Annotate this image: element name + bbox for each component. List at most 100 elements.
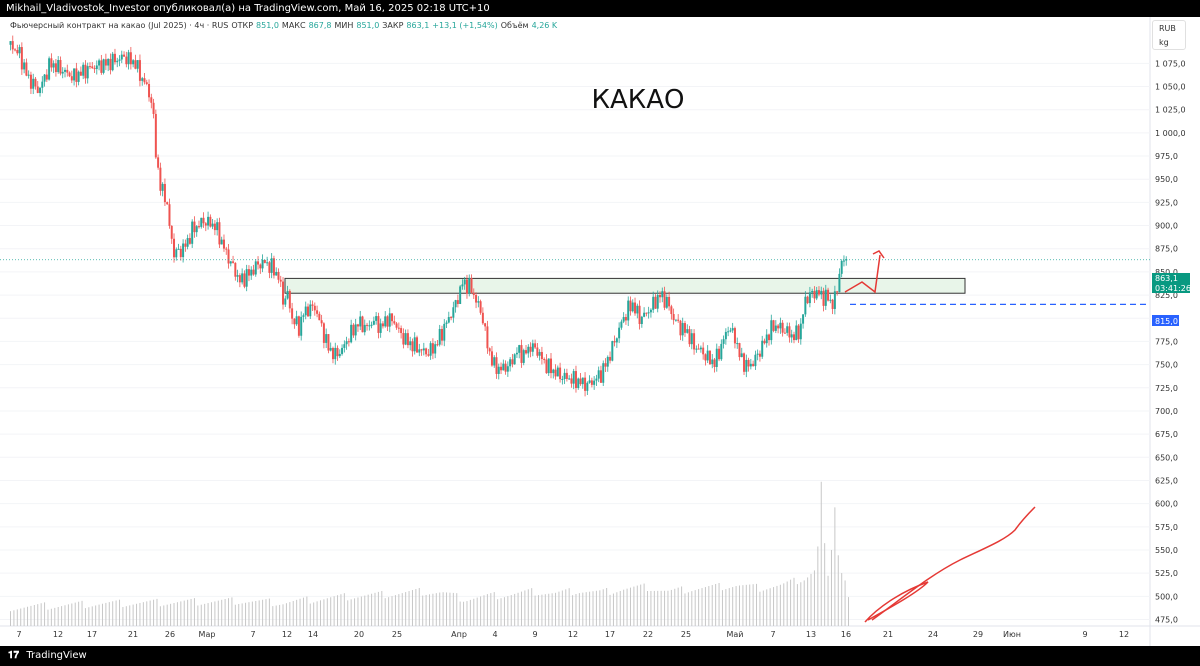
candle-body	[815, 290, 818, 299]
price-axis[interactable]: 1 075,0 1 050,0 1 025,0 1 000,0 975,0 950,0 92…	[1155, 59, 1186, 624]
time-axis[interactable]: 7 12 17 21 26 Мар 7 12 14 20 25 Апр 4 9 12 17 22 25 Май 7 13…	[16, 630, 1129, 639]
candle-body	[490, 351, 493, 366]
high-label: МАКС	[281, 21, 306, 30]
volume-bar	[129, 605, 131, 626]
candle-body	[477, 301, 480, 303]
candle-body	[138, 60, 141, 81]
volume-bar	[698, 589, 700, 626]
candle-body	[647, 312, 650, 314]
candle-body	[447, 317, 450, 323]
y-tick-label: 600,0	[1155, 500, 1178, 509]
candle-body	[238, 275, 241, 283]
volume-bar	[544, 594, 546, 626]
candle-body	[113, 53, 116, 63]
candle-body	[586, 382, 589, 391]
candle-body	[679, 320, 682, 336]
hand-drawing	[844, 250, 1036, 623]
candle-body	[257, 261, 260, 265]
volume-bar	[27, 606, 29, 626]
volume-bar	[807, 577, 809, 626]
candle-body	[513, 354, 516, 365]
volume-bar	[643, 583, 645, 626]
candle-body	[522, 350, 525, 363]
candle-body	[275, 271, 278, 276]
candle-body	[543, 359, 546, 361]
candle-body	[397, 327, 400, 329]
candle-body	[188, 238, 191, 244]
candle-body	[356, 324, 359, 327]
candle-body	[84, 64, 87, 79]
candle-body	[320, 320, 323, 324]
candle-body	[479, 301, 482, 313]
volume-bar	[701, 588, 703, 626]
candle-body	[833, 291, 836, 309]
candle-body	[842, 260, 845, 262]
candle-body	[540, 351, 543, 360]
volume-bar	[568, 588, 570, 626]
volume-bar	[476, 597, 478, 626]
candle-body	[175, 249, 178, 258]
candle-body	[459, 286, 462, 304]
candle-body	[27, 74, 30, 76]
y-tick-label: 850,0	[1155, 268, 1178, 277]
candle-body	[786, 326, 789, 333]
candle-body	[456, 300, 459, 304]
unit-label: kg	[1159, 38, 1169, 47]
volume-bar	[101, 603, 103, 626]
candle-body	[795, 325, 798, 341]
volume-bar	[609, 594, 611, 626]
volume-bar	[626, 588, 628, 626]
volume-bar	[527, 589, 529, 626]
candle-body	[611, 341, 614, 361]
chart-annotation-title[interactable]: КАКАО	[592, 85, 685, 115]
candle-body	[511, 359, 514, 365]
candle-body	[309, 304, 312, 317]
x-tick-label: 22	[643, 630, 653, 639]
volume-bar	[319, 600, 321, 626]
volume-bar	[449, 592, 451, 626]
volume-bar	[728, 588, 730, 626]
volume-bar	[333, 596, 335, 626]
y-tick-label: 575,0	[1155, 523, 1178, 532]
candle-body	[629, 300, 632, 312]
volume-bar	[401, 593, 403, 626]
candle-body	[368, 325, 371, 327]
candle-body	[209, 216, 212, 227]
candle-body	[440, 329, 443, 341]
candle-body	[343, 344, 346, 348]
candle-body	[665, 296, 668, 308]
volume-bar	[265, 599, 267, 626]
instrument-title[interactable]: Фьючерсный контракт на какао (Jul 2025) …	[10, 21, 229, 30]
candle-body	[681, 323, 684, 336]
candle-body	[733, 328, 736, 344]
candle-body	[777, 325, 780, 329]
candle-body	[336, 347, 339, 357]
high-value: 867,8	[308, 21, 332, 30]
candle-body	[708, 350, 711, 365]
candle-body	[11, 41, 14, 50]
candle-body	[425, 348, 428, 355]
resistance-zone[interactable]	[284, 277, 966, 294]
volume-bar	[204, 603, 206, 626]
volume-bar	[238, 603, 240, 626]
candle-body	[229, 261, 232, 264]
volume-bar	[248, 602, 250, 626]
volume-bar	[388, 597, 390, 626]
candle-body	[154, 113, 157, 158]
candle-body	[515, 352, 518, 355]
currency-unit-button[interactable]	[1152, 20, 1186, 50]
footer-brand[interactable]: TradingView	[26, 650, 87, 661]
volume-bar	[316, 601, 318, 626]
candle-body	[102, 59, 105, 73]
open-label: ОТКР	[231, 21, 254, 30]
volume-bar	[159, 606, 161, 626]
volume-bar	[541, 594, 543, 626]
volume-bar	[834, 507, 836, 626]
volume-bar	[299, 598, 301, 626]
candle-body	[384, 316, 387, 327]
x-tick-label: 4	[492, 630, 497, 639]
candle-body	[20, 47, 23, 70]
candle-body	[534, 343, 537, 348]
volume-bar	[796, 584, 798, 626]
